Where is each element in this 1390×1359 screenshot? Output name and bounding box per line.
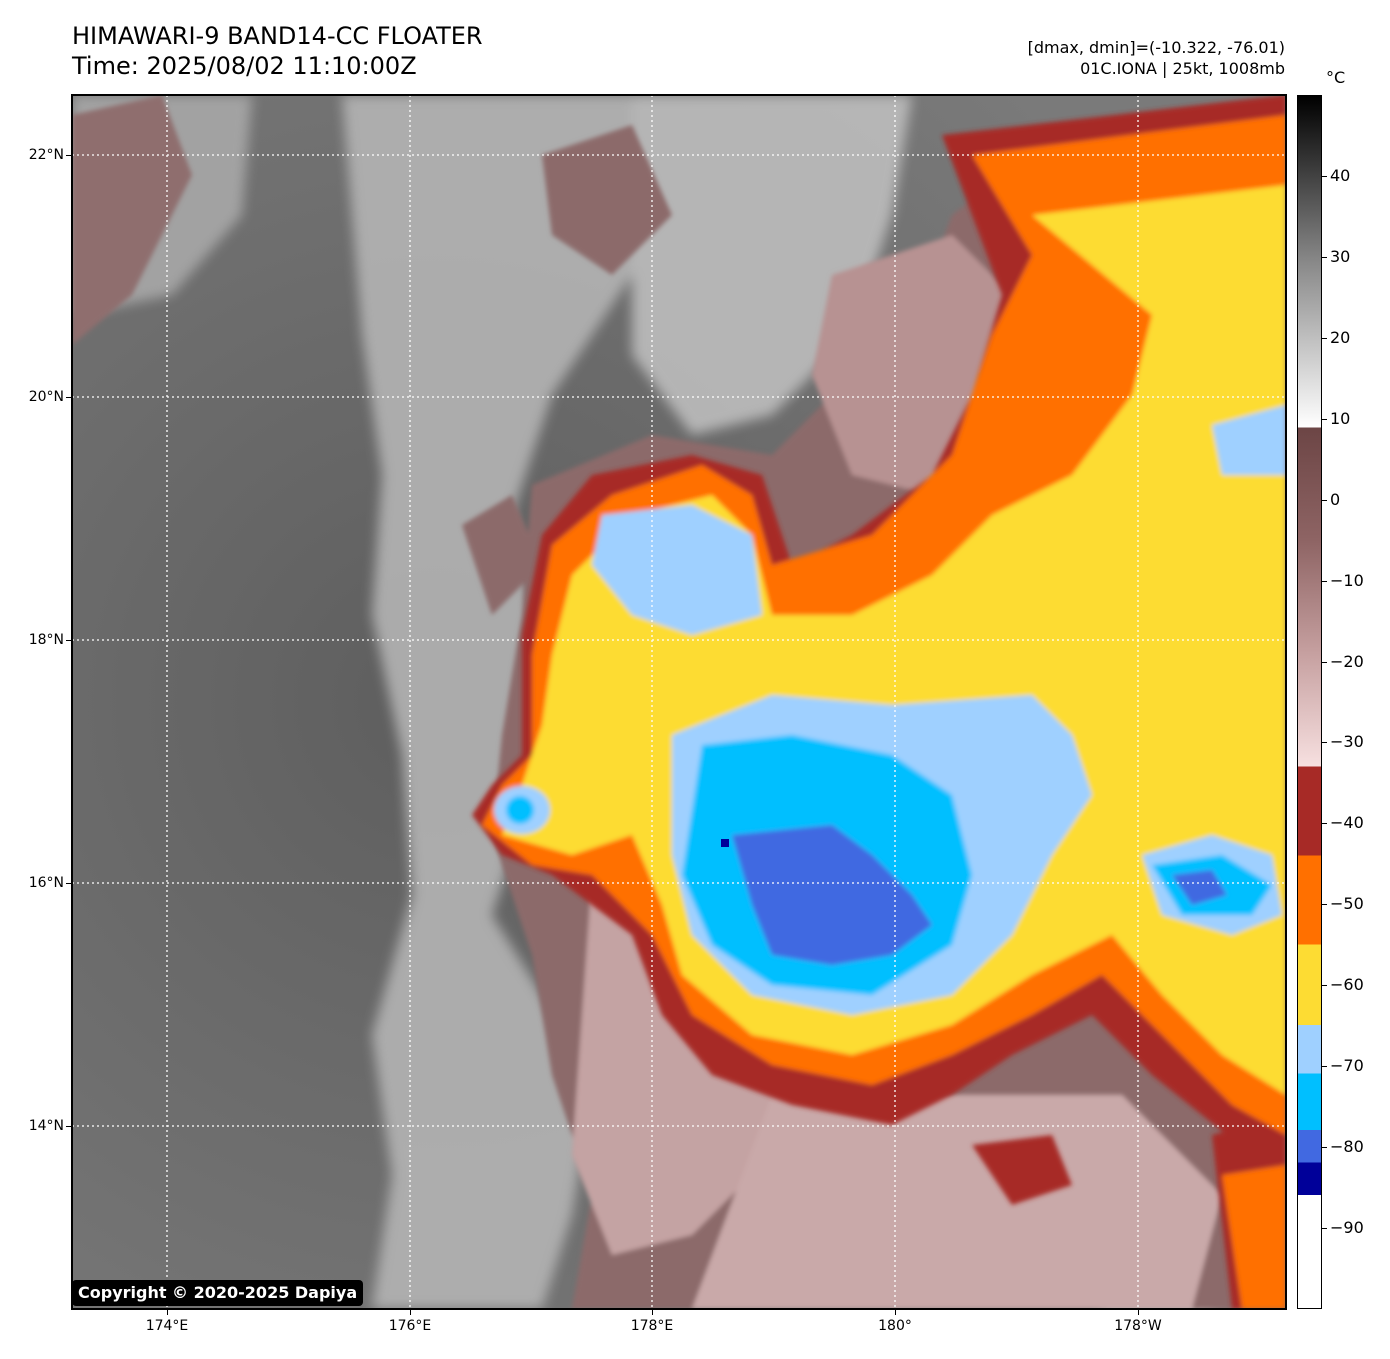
colorbar-tick-label: −60: [1330, 975, 1364, 995]
satellite-map[interactable]: [72, 95, 1286, 1309]
lon-label-178w: 178°W: [1114, 1318, 1162, 1334]
colorbar-tick-label: −10: [1330, 570, 1364, 590]
lon-tick: [895, 1309, 896, 1315]
lat-tick: [66, 640, 72, 641]
colorbar-tick-label: 0: [1330, 489, 1341, 509]
lat-label-16: 16°N: [28, 875, 64, 891]
colorbar-tick-label: −20: [1330, 651, 1364, 671]
colorbar-tick-label: −50: [1330, 894, 1364, 914]
map-time: Time: 2025/08/02 11:10:00Z: [72, 52, 417, 80]
colorbar-tick-label: −70: [1330, 1056, 1364, 1076]
colorbar-tick: [1322, 499, 1327, 501]
lat-tick: [66, 1126, 72, 1127]
colorbar-tick: [1322, 1147, 1327, 1149]
colorbar-tick: [1322, 256, 1327, 258]
colorbar-tick-label: 10: [1330, 408, 1351, 428]
colorbar-tick: [1322, 1228, 1327, 1230]
colorbar-tick-label: −80: [1330, 1137, 1364, 1157]
colorbar-unit: °C: [1326, 68, 1346, 87]
copyright-badge: Copyright © 2020-2025 Dapiya: [72, 1280, 364, 1306]
colorbar-tick: [1322, 337, 1327, 339]
lon-tick: [167, 1309, 168, 1315]
colorbar-tick-label: −90: [1330, 1218, 1364, 1238]
lat-label-18: 18°N: [28, 632, 64, 648]
colorbar-tick: [1322, 985, 1327, 987]
lat-tick: [66, 397, 72, 398]
lat-label-22: 22°N: [28, 147, 64, 163]
data-range: [dmax, dmin]=(-10.322, -76.01): [1027, 38, 1285, 57]
colorbar-tick: [1322, 661, 1327, 663]
colorbar-tick: [1322, 175, 1327, 177]
colorbar-tick: [1322, 1066, 1327, 1068]
map-title: HIMAWARI-9 BAND14-CC FLOATER: [72, 22, 483, 50]
colorbar-tick-label: 40: [1330, 165, 1351, 185]
storm-info: 01C.IONA | 25kt, 1008mb: [1080, 59, 1285, 78]
colorbar-tick: [1322, 418, 1327, 420]
lat-label-20: 20°N: [28, 389, 64, 405]
lat-tick: [66, 155, 72, 156]
lon-tick: [1138, 1309, 1139, 1315]
lon-tick: [652, 1309, 653, 1315]
colorbar-tick: [1322, 823, 1327, 825]
colorbar-tick-label: −40: [1330, 813, 1364, 833]
coldest-pixel: [721, 839, 729, 847]
lat-label-14: 14°N: [28, 1118, 64, 1134]
lon-label-178e: 178°E: [630, 1318, 674, 1334]
colorbar: [1297, 95, 1322, 1309]
lon-tick: [410, 1309, 411, 1315]
lon-label-176e: 176°E: [388, 1318, 432, 1334]
lon-label-180: 180°: [878, 1318, 912, 1334]
colorbar-tick: [1322, 580, 1327, 582]
satellite-image: [72, 95, 1286, 1309]
colorbar-tick-label: −30: [1330, 732, 1364, 752]
colorbar-tick-label: 20: [1330, 327, 1351, 347]
lon-label-174e: 174°E: [145, 1318, 189, 1334]
lat-tick: [66, 883, 72, 884]
graticule: [72, 95, 1286, 1309]
colorbar-tick: [1322, 742, 1327, 744]
colorbar-tick: [1322, 904, 1327, 906]
colorbar-tick-label: 30: [1330, 246, 1351, 266]
